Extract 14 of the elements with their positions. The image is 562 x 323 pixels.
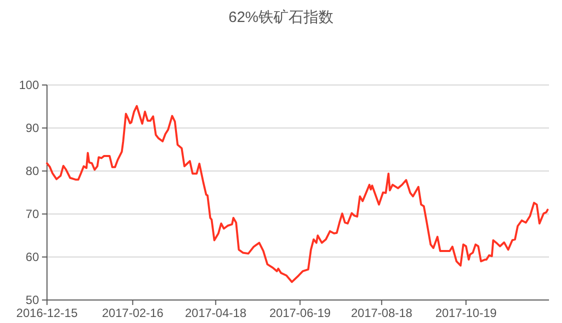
x-tick-label: 2017-08-18 <box>350 306 413 320</box>
y-tick-label: 70 <box>26 207 40 221</box>
y-tick-label: 80 <box>26 164 40 178</box>
y-tick-label: 90 <box>26 121 40 135</box>
y-tick-label: 100 <box>18 78 40 92</box>
x-tick-label: 2017-04-18 <box>185 306 247 320</box>
x-tick-label: 2017-06-19 <box>269 306 332 320</box>
chart-title: 62%铁矿石指数 <box>228 9 334 26</box>
x-tick-label: 2017-10-19 <box>435 306 498 320</box>
x-tick-label: 2016-12-15 <box>16 306 78 320</box>
x-tick-label: 2017-02-16 <box>102 306 164 320</box>
y-tick-label: 50 <box>26 293 40 307</box>
line-series <box>46 105 549 283</box>
y-tick-label: 60 <box>26 250 40 264</box>
